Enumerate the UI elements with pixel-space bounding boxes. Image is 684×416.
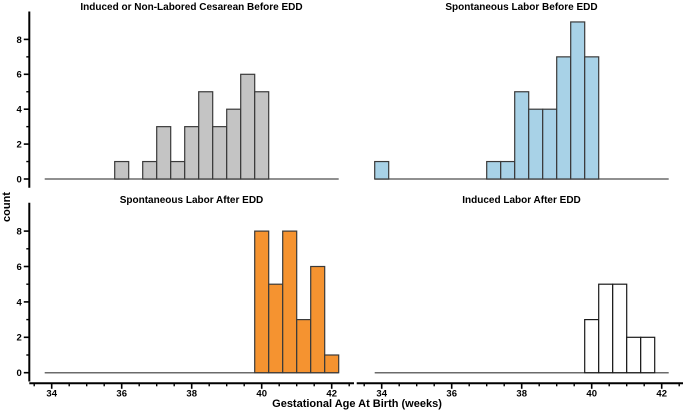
y-tick-label: 6 bbox=[17, 70, 22, 81]
panel-title-spontaneous-labor-after-edd: Spontaneous Labor After EDD bbox=[119, 195, 264, 206]
histogram-bar bbox=[114, 160, 130, 180]
histogram-bar bbox=[374, 160, 390, 180]
y-tick-label: 6 bbox=[17, 262, 22, 273]
y-tick-label: 8 bbox=[17, 227, 22, 238]
histogram-bar bbox=[254, 230, 270, 374]
y-tick-label: 4 bbox=[17, 105, 23, 116]
panel-title-spontaneous-labor-before-edd: Spontaneous Labor Before EDD bbox=[445, 2, 598, 13]
histogram-bar bbox=[142, 160, 158, 180]
x-tick-label: 34 bbox=[46, 389, 57, 400]
x-tick-label: 34 bbox=[376, 389, 387, 400]
histogram-bar bbox=[198, 91, 214, 180]
panel-title-induced-labor-after-edd: Induced Labor After EDD bbox=[462, 195, 581, 206]
histogram-bar bbox=[514, 91, 530, 180]
histogram-bar bbox=[310, 265, 326, 374]
histogram-bar bbox=[626, 336, 642, 374]
histogram-bar bbox=[486, 160, 502, 180]
histogram-bars-top-left bbox=[114, 73, 270, 180]
histogram-bar bbox=[584, 56, 600, 180]
x-tick-label: 38 bbox=[516, 389, 527, 400]
histogram-bar bbox=[212, 126, 228, 180]
histogram-bar bbox=[156, 126, 172, 180]
histogram-bar bbox=[324, 354, 340, 374]
y-tick-label: 2 bbox=[17, 333, 22, 344]
y-tick-label: 4 bbox=[17, 297, 23, 308]
x-tick-label: 40 bbox=[256, 389, 267, 400]
histogram-bar bbox=[598, 283, 614, 374]
histogram-bar bbox=[240, 73, 256, 180]
histogram-bar bbox=[268, 283, 284, 374]
histogram-bar bbox=[556, 56, 572, 180]
x-tick-label: 36 bbox=[446, 389, 457, 400]
y-tick-label: 0 bbox=[17, 174, 22, 185]
histogram-bar bbox=[296, 319, 312, 374]
histogram-bar bbox=[542, 108, 558, 180]
histogram-bar bbox=[584, 319, 600, 374]
histogram-bar bbox=[170, 160, 186, 180]
histogram-bar bbox=[282, 230, 298, 374]
panel-title-induced-cesarean-before-edd: Induced or Non-Labored Cesarean Before E… bbox=[80, 2, 303, 13]
histogram-bars-top-right bbox=[374, 21, 600, 180]
histogram-bar bbox=[528, 108, 544, 180]
histogram-bar bbox=[254, 91, 270, 180]
y-tick-label: 2 bbox=[17, 140, 22, 151]
x-tick-label: 40 bbox=[586, 389, 597, 400]
y-axis-label: count bbox=[1, 192, 13, 222]
x-axis-label: Gestational Age At Birth (weeks) bbox=[272, 398, 442, 410]
histogram-bar bbox=[226, 108, 242, 180]
x-tick-label: 36 bbox=[116, 389, 127, 400]
histogram-bar bbox=[570, 21, 586, 180]
y-tick-label: 8 bbox=[17, 35, 22, 46]
histogram-bar bbox=[184, 126, 200, 180]
histogram-bars-bottom-left bbox=[254, 230, 340, 374]
x-tick-label: 42 bbox=[326, 389, 337, 400]
histogram-bars-bottom-right bbox=[584, 283, 656, 374]
histogram-bar bbox=[640, 336, 656, 374]
x-tick-label: 38 bbox=[186, 389, 197, 400]
x-tick-label: 42 bbox=[656, 389, 667, 400]
y-tick-label: 0 bbox=[17, 368, 22, 379]
histogram-bar bbox=[500, 160, 516, 180]
histogram-bar bbox=[612, 283, 628, 374]
